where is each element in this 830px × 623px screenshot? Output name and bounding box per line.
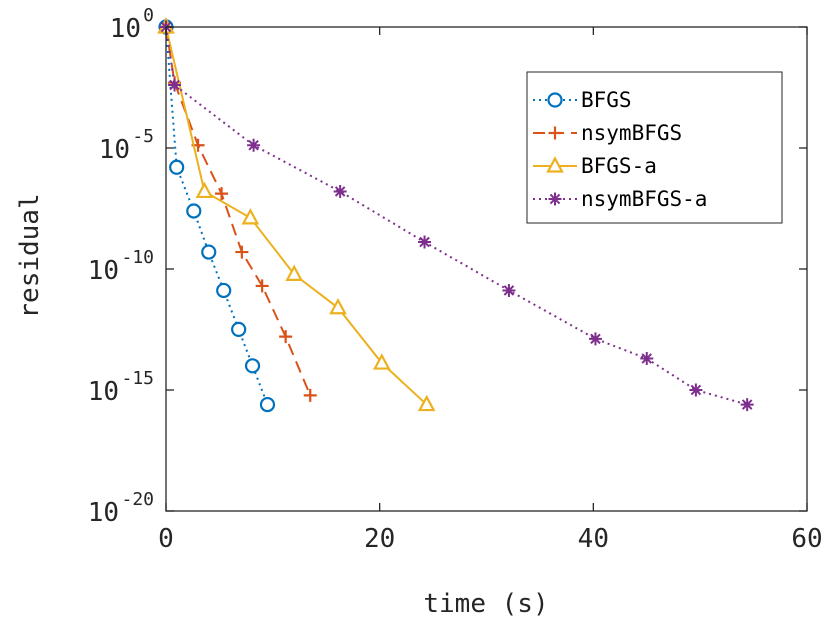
data-point-nsymbfgs-a-9	[740, 398, 754, 412]
y-tick-exponent: 0	[143, 5, 154, 26]
data-point-nsymbfgs-7	[303, 388, 317, 402]
data-point-nsymbfgs-a-4	[418, 235, 432, 249]
x-tick-label: 20	[364, 524, 395, 554]
y-tick-base: 10	[110, 14, 141, 44]
data-point-bfgs-1	[169, 159, 185, 175]
legend-label: BFGS	[581, 88, 632, 112]
data-point-bfgs-2	[186, 203, 202, 219]
data-point-bfgs-a-4	[329, 297, 347, 315]
data-point-nsymbfgs-a-6	[588, 332, 602, 346]
data-point-bfgs-a-6	[417, 394, 436, 412]
legend-marker-bfgs	[547, 92, 563, 108]
y-tick-exponent: -15	[121, 368, 154, 389]
y-tick-exponent: -10	[121, 247, 154, 268]
legend-entry-bfgs: BFGS	[533, 88, 632, 112]
data-point-bfgs-a-3	[285, 264, 304, 281]
y-tick-base: 10	[88, 256, 119, 286]
data-point-nsymbfgs-a-5	[502, 283, 516, 297]
legend-marker-bfgs-a	[546, 156, 564, 173]
data-point-nsymbfgs-5	[255, 279, 269, 293]
legend-label: nsymBFGS-a	[581, 187, 707, 211]
data-point-nsymbfgs-a-8	[689, 383, 703, 397]
legend: BFGS nsymBFGS BFGS-a nsymBFGS-a	[526, 71, 783, 224]
y-axis-label: residual	[15, 193, 45, 318]
data-point-nsymbfgs-3	[215, 187, 229, 201]
series-line-nsymbfgs	[165, 26, 312, 396]
series-line-nsymbfgs-a	[165, 26, 748, 406]
legend-marker-nsymbfgs	[548, 126, 562, 140]
x-tick-label: 0	[158, 524, 174, 554]
data-point-bfgs-6	[244, 358, 261, 374]
y-tick-base: 10	[88, 377, 119, 407]
y-tick-exponent: -5	[132, 126, 154, 147]
series-layer	[157, 17, 754, 413]
data-point-nsymbfgs-a-2	[247, 138, 261, 152]
y-tick-label: 010	[110, 5, 154, 44]
y-tick-exponent: -20	[121, 489, 154, 510]
legend-entry-bfgs-a: BFGS-a	[533, 154, 657, 178]
data-point-bfgs-5	[231, 321, 247, 337]
data-point-nsymbfgs-a-3	[333, 184, 347, 198]
data-point-bfgs-3	[201, 244, 217, 260]
data-point-nsymbfgs-6	[279, 330, 293, 344]
x-tick-label: 60	[791, 524, 822, 554]
legend-marker-nsymbfgs-a	[548, 192, 562, 206]
legend-label: BFGS-a	[581, 154, 657, 178]
data-point-bfgs-a-2	[241, 208, 260, 225]
y-tick-base: 10	[88, 498, 119, 528]
data-point-nsymbfgs-4	[235, 245, 249, 259]
data-point-bfgs-4	[216, 282, 232, 299]
data-point-nsymbfgs-a-7	[640, 352, 654, 366]
legend-entry-nsymbfgs: nsymBFGS	[533, 121, 682, 145]
data-point-bfgs-a-5	[372, 353, 391, 370]
x-tick-label: 40	[578, 524, 609, 554]
y-tick-base: 10	[99, 135, 130, 165]
y-tick-label: -510	[99, 126, 154, 165]
legend-entry-nsymbfgs-a: nsymBFGS-a	[533, 187, 707, 211]
data-point-bfgs-a-1	[195, 181, 214, 199]
data-point-bfgs-7	[259, 396, 276, 413]
x-axis-label: time (s)	[423, 589, 548, 619]
legend-box	[526, 71, 783, 224]
legend-label: nsymBFGS	[581, 121, 682, 145]
data-point-nsymbfgs-a-1	[168, 78, 182, 92]
